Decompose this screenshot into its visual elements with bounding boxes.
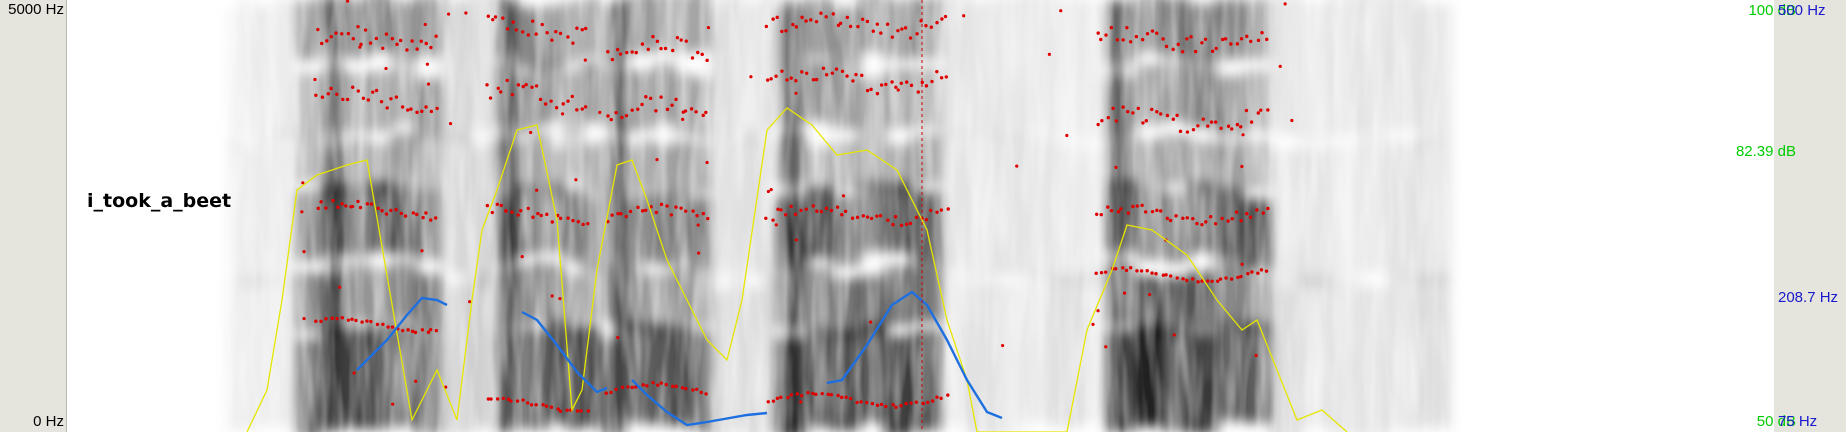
pitch-mid-label: 208.7 Hz <box>1778 289 1839 306</box>
intensity-bottom-label: 50 dB <box>1756 413 1796 430</box>
pitch-contour <box>356 296 448 371</box>
intensity-top-label: 100 dB <box>1748 2 1796 19</box>
left-axis: 5000 Hz 0 Hz <box>0 0 66 432</box>
spectrogram-panel[interactable]: i_took_a_beet <box>66 0 1775 432</box>
pitch-contour <box>631 379 768 427</box>
utterance-label: i_took_a_beet <box>87 190 232 212</box>
freq-top-label: 5000 Hz <box>8 1 64 18</box>
spectrogram-image <box>67 0 1775 432</box>
pitch-contour <box>826 290 1003 420</box>
pitch-bottom-label: 75 Hz <box>1778 413 1818 430</box>
intensity-mid-label: 82.39 dB <box>1735 143 1796 160</box>
pitch-contour <box>521 310 608 394</box>
freq-bottom-label: 0 Hz <box>33 413 64 430</box>
right-axis: 100 dB 82.39 dB 50 dB 500 Hz 208.7 Hz 75… <box>1736 0 1846 432</box>
pitch-top-label: 500 Hz <box>1778 2 1826 19</box>
intensity-contour <box>246 107 1348 432</box>
